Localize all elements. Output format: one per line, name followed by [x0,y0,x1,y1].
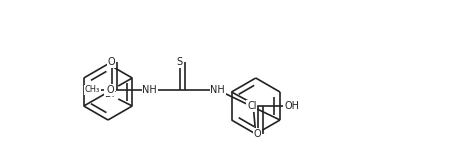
Text: O: O [108,57,116,67]
Text: CH₃: CH₃ [84,85,100,94]
Text: O: O [253,129,261,139]
Text: NH: NH [211,85,225,95]
Text: NH: NH [143,85,157,95]
Text: Cl: Cl [247,101,256,111]
Text: O: O [107,85,114,95]
Text: OH: OH [284,101,299,111]
Text: S: S [177,57,183,67]
Text: Br: Br [105,89,116,99]
